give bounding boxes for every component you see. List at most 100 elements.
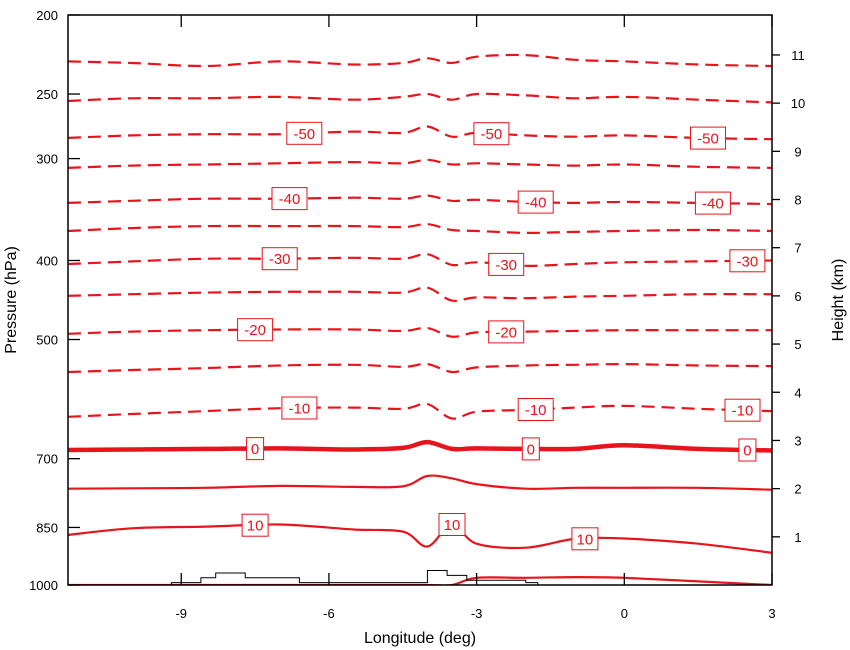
y2-tick-label: 7 [794, 241, 801, 256]
x-axis-title: Longitude (deg) [364, 630, 476, 647]
y2-axis-title: Height (km) [830, 259, 847, 342]
contour-label-box [729, 249, 766, 273]
contour-label-text: -30 [269, 251, 291, 268]
contour-label-text: 10 [247, 518, 264, 535]
contour-label-box [281, 396, 318, 420]
y-tick-label: 250 [36, 87, 58, 102]
contour-label-box [738, 438, 757, 462]
contour-label: 0 [246, 437, 265, 461]
x-tick-label: -9 [175, 606, 187, 621]
contour-line [68, 362, 772, 374]
contour-label-box [438, 513, 466, 536]
contour-label: -20 [237, 318, 274, 342]
contour-label-box [286, 121, 323, 145]
contour-label-box [690, 126, 726, 150]
contour-label-text: -20 [244, 322, 266, 339]
contour-line [68, 53, 772, 68]
contour-label: 10 [438, 513, 466, 536]
contour-label: 0 [521, 437, 540, 461]
contour-label: -20 [488, 320, 525, 344]
contour-label: -40 [271, 187, 308, 211]
contour-label-text: -20 [495, 324, 517, 341]
contour-label-box [488, 252, 525, 276]
contour-label: -50 [690, 126, 726, 150]
y2-tick-label: 8 [794, 193, 801, 208]
contour-label-text: 0 [251, 441, 259, 458]
contour-label: -30 [488, 252, 525, 276]
y-axis-title: Pressure (hPa) [3, 246, 20, 354]
contour-label-text: -40 [525, 195, 547, 212]
contour-label-box [246, 437, 265, 461]
contour-label-box [521, 437, 540, 461]
contour-label-text: -50 [697, 131, 719, 148]
contour-label-text: -50 [481, 126, 503, 143]
contour-label-box [517, 398, 554, 421]
contour-label: 0 [738, 438, 757, 462]
terrain-outline [170, 570, 539, 585]
x-tick-label: -3 [471, 606, 483, 621]
contour-lines [68, 53, 772, 585]
contour-label-box [724, 398, 761, 422]
contour-label-text: -10 [732, 403, 754, 420]
x-tick-label: -6 [323, 606, 335, 621]
contour-label: -50 [286, 121, 323, 145]
y-tick-label: 1000 [29, 578, 58, 593]
contour-label-text: -10 [525, 402, 547, 419]
y-tick-label: 500 [36, 333, 58, 348]
contour-label-box [271, 187, 308, 211]
y-tick-label: 200 [36, 8, 58, 23]
contour-label: -40 [694, 191, 731, 215]
contour-label-box [473, 122, 510, 146]
contour-label: -30 [729, 249, 766, 273]
x-tick-label: 3 [768, 606, 775, 621]
contour-line [68, 252, 772, 267]
contour-label-text: 0 [743, 443, 751, 460]
axis-ticks: -9 -6 -3 0 320025030040050070085010001234567… [29, 8, 805, 621]
y2-tick-label: 5 [794, 337, 801, 352]
contour-label-text: -50 [293, 126, 315, 143]
contour-label-box [261, 247, 298, 271]
contour-label-box [694, 191, 731, 215]
contour-line [68, 474, 772, 491]
contour-line [68, 523, 772, 554]
contour-label-box [571, 527, 599, 551]
contour-label-text: 10 [577, 531, 594, 548]
contour-line [68, 223, 772, 235]
y2-tick-label: 1 [794, 530, 801, 545]
contour-label: 10 [241, 513, 269, 537]
contour-label: -30 [261, 247, 298, 271]
y2-tick-label: 10 [791, 96, 805, 111]
contour-label: 10 [571, 527, 599, 551]
contour-labels: -50 -50 -50 -40 -40 -40 -30 -30 -30 -20 -20 -10 -10 -… [237, 121, 766, 551]
contour-label-text: -30 [737, 253, 759, 270]
contour-label-text: -30 [495, 257, 517, 274]
terrain-path [170, 570, 539, 585]
y2-tick-label: 6 [794, 289, 801, 304]
contour-line [68, 125, 772, 141]
contour-label-text: 10 [444, 517, 461, 534]
contour-label: -50 [473, 122, 510, 146]
x-tick-label: 0 [621, 606, 628, 621]
contour-label-text: -10 [289, 401, 311, 418]
contour-label: -10 [281, 396, 318, 420]
contour-label-text: -40 [279, 191, 301, 208]
contour-label-box [488, 320, 525, 344]
contour-line [68, 439, 772, 453]
contour-line [68, 326, 772, 338]
y2-tick-label: 4 [794, 385, 801, 400]
contour-line [68, 92, 772, 104]
y2-tick-label: 2 [794, 482, 801, 497]
contour-line [68, 402, 772, 420]
plot-frame [67, 14, 773, 586]
contour-line [68, 194, 772, 206]
contour-label-box [237, 318, 274, 342]
y2-tick-label: 3 [794, 433, 801, 448]
y-tick-label: 300 [36, 152, 58, 167]
contour-line [68, 286, 772, 303]
y2-tick-label: 11 [791, 48, 805, 63]
contour-label: -10 [724, 398, 761, 422]
y-tick-label: 850 [36, 520, 58, 535]
contour-label: -40 [517, 190, 554, 214]
contour-line [68, 158, 772, 169]
